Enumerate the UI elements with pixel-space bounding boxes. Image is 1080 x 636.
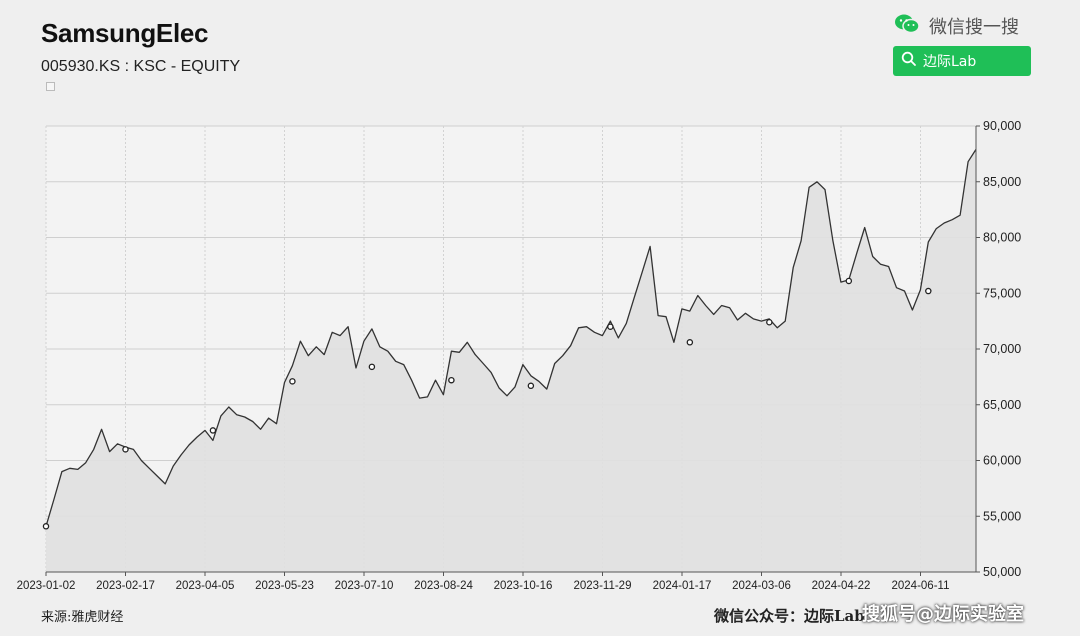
- y-tick-label: 65,000: [983, 398, 1021, 412]
- x-tick-label: 2024-06-11: [892, 580, 950, 592]
- wechat-search-label: 微信搜一搜: [929, 17, 1019, 38]
- wechat-search-button-label: 边际Lab: [923, 54, 977, 70]
- y-tick-label: 90,000: [983, 119, 1021, 133]
- chart-title: SamsungElec: [41, 18, 209, 48]
- x-tick-label: 2023-07-10: [335, 580, 394, 592]
- y-tick-label: 80,000: [983, 231, 1021, 245]
- price-area-fill: [46, 149, 976, 572]
- search-icon: [901, 51, 917, 72]
- data-marker: [368, 363, 376, 371]
- data-marker: [766, 318, 773, 326]
- x-tick-label: 2024-04-22: [812, 580, 871, 592]
- x-tick-label: 2024-03-06: [732, 580, 791, 592]
- legend-checkbox[interactable]: [46, 82, 55, 91]
- y-tick-label: 85,000: [983, 175, 1021, 189]
- source-note: 来源:雅虎财经: [41, 610, 124, 625]
- x-tick-label: 2023-05-23: [255, 580, 314, 592]
- wechat-search-button[interactable]: 边际Lab: [893, 46, 1031, 76]
- data-marker: [845, 277, 853, 285]
- wechat-logo-icon: [893, 12, 921, 41]
- x-tick-label: 2023-04-05: [176, 580, 235, 592]
- x-axis-ticks: 2023-01-02 2023-02-17 2023-04-05 2023-05-23…: [17, 572, 950, 592]
- x-tick-label: 2023-11-29: [574, 580, 632, 592]
- y-tick-label: 60,000: [983, 454, 1021, 468]
- y-tick-label: 70,000: [983, 342, 1021, 356]
- data-marker: [209, 427, 217, 434]
- data-marker: [42, 523, 50, 530]
- wechat-search-header: 微信搜一搜: [893, 12, 1019, 40]
- y-tick-label: 55,000: [983, 509, 1021, 523]
- y-tick-label: 50,000: [983, 565, 1021, 579]
- x-tick-label: 2023-10-16: [494, 580, 553, 592]
- y-tick-label: 75,000: [983, 286, 1021, 300]
- x-tick-label: 2024-01-17: [653, 580, 712, 592]
- x-tick-label: 2023-01-02: [17, 580, 76, 592]
- data-marker: [527, 382, 535, 390]
- data-marker: [925, 287, 932, 295]
- data-marker: [448, 376, 455, 384]
- y-axis-ticks: 50,000 55,000 60,000 65,000 70,000 75,000 80,0…: [976, 119, 1021, 579]
- ticker-subtitle: 005930.KS : KSC - EQUITY: [41, 58, 241, 75]
- price-line: [45, 149, 977, 527]
- data-markers: [42, 277, 932, 530]
- x-tick-label: 2023-08-24: [414, 580, 473, 592]
- x-tick-label: 2023-02-17: [96, 580, 155, 592]
- data-marker: [122, 446, 129, 453]
- account-note: 微信公众号：边际Lab: [714, 607, 865, 625]
- data-marker: [289, 378, 296, 385]
- data-marker: [607, 323, 614, 330]
- sohu-watermark: 搜狐号@边际实验室: [862, 604, 1024, 625]
- data-marker: [686, 339, 694, 346]
